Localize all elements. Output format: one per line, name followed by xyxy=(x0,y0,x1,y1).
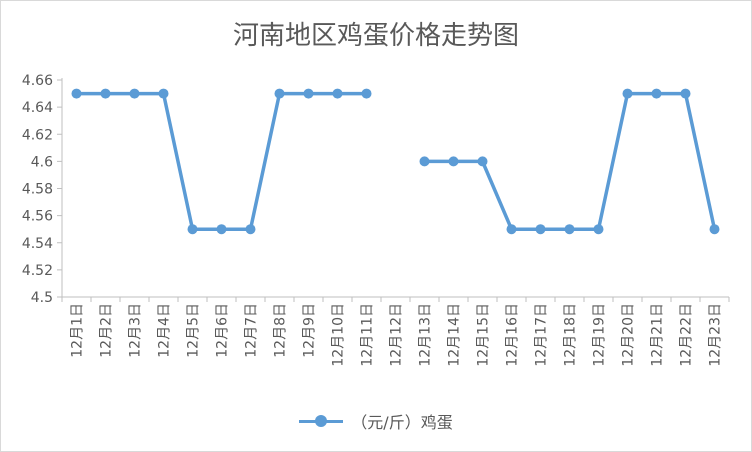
data-point xyxy=(564,224,575,235)
data-point xyxy=(158,88,169,99)
x-tick-label: 12月13日 xyxy=(418,303,434,367)
y-tick-label: 4.5 xyxy=(31,290,53,306)
x-tick-label: 12月17日 xyxy=(534,303,550,367)
data-point xyxy=(709,224,720,235)
x-tick-label: 12月10日 xyxy=(331,303,347,367)
y-tick-label: 4.6 xyxy=(31,154,53,170)
x-tick-label: 12月15日 xyxy=(476,303,492,367)
legend-line-marker-icon xyxy=(299,414,344,427)
data-point xyxy=(477,156,488,167)
data-point xyxy=(680,88,691,99)
x-tick-label: 12月21日 xyxy=(650,303,666,367)
x-tick-label: 12月22日 xyxy=(679,303,695,367)
x-tick-label: 12月14日 xyxy=(447,303,463,367)
data-point xyxy=(535,224,546,235)
data-point xyxy=(448,156,459,167)
data-point xyxy=(651,88,662,99)
x-tick-label: 12月16日 xyxy=(505,303,521,367)
data-point xyxy=(245,224,256,235)
data-point xyxy=(622,88,633,99)
x-tick-label: 12月9日 xyxy=(302,303,318,358)
data-point xyxy=(100,88,111,99)
y-tick-label: 4.58 xyxy=(22,182,53,198)
x-tick-label: 12月18日 xyxy=(563,303,579,367)
data-point xyxy=(332,88,343,99)
data-point xyxy=(274,88,285,99)
y-tick-label: 4.66 xyxy=(22,73,53,89)
y-tick-label: 4.52 xyxy=(22,263,53,279)
x-tick-label: 12月23日 xyxy=(708,303,724,367)
x-tick-label: 12月1日 xyxy=(70,303,86,358)
x-tick-label: 12月2日 xyxy=(99,303,115,358)
data-point xyxy=(187,224,198,235)
chart-title: 河南地区鸡蛋价格走势图 xyxy=(232,21,519,51)
x-tick-label: 12月6日 xyxy=(215,303,231,358)
legend-label: （元/斤）鸡蛋 xyxy=(351,413,453,432)
x-tick-label: 12月3日 xyxy=(128,303,144,358)
y-tick-label: 4.56 xyxy=(22,209,53,225)
y-tick-label: 4.54 xyxy=(22,236,53,252)
y-tick-label: 4.62 xyxy=(22,127,53,143)
data-point xyxy=(71,88,82,99)
y-tick-label: 4.64 xyxy=(22,100,53,116)
x-tick-label: 12月19日 xyxy=(592,303,608,367)
x-tick-label: 12月8日 xyxy=(273,303,289,358)
data-point xyxy=(129,88,140,99)
x-tick-label: 12月4日 xyxy=(157,303,173,358)
data-point xyxy=(303,88,314,99)
data-point xyxy=(216,224,227,235)
data-point xyxy=(506,224,517,235)
x-tick-label: 12月20日 xyxy=(621,303,637,367)
x-tick-label: 12月7日 xyxy=(244,303,260,358)
x-tick-label: 12月5日 xyxy=(186,303,202,358)
data-point xyxy=(593,224,604,235)
data-point xyxy=(419,156,430,167)
series-line xyxy=(76,91,367,231)
x-tick-label: 12月11日 xyxy=(360,303,376,367)
data-point xyxy=(361,88,372,99)
series-line xyxy=(424,91,717,231)
legend: （元/斤）鸡蛋 xyxy=(1,409,751,433)
x-tick-label: 12月12日 xyxy=(389,303,405,367)
